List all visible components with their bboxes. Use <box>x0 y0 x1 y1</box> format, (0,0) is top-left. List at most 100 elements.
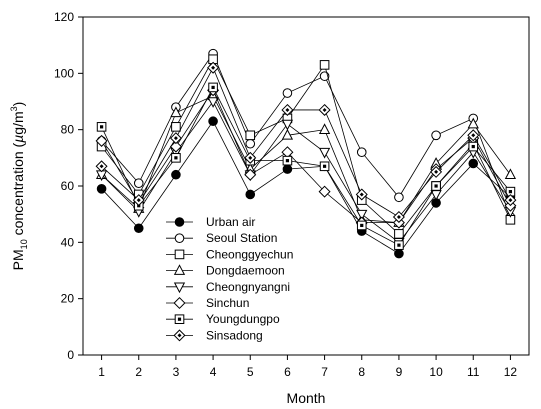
data-point <box>394 240 404 250</box>
legend-label: Urban air <box>206 215 255 229</box>
legend-item: Cheonggyechun <box>166 247 293 261</box>
data-point <box>170 106 182 118</box>
data-point <box>394 229 404 239</box>
data-point <box>504 194 517 207</box>
data-point <box>467 117 479 129</box>
series-sinsadong <box>95 61 517 223</box>
x-tick-label: 2 <box>135 365 142 379</box>
data-point <box>468 141 479 152</box>
legend-label: Cheongnyangni <box>206 280 290 294</box>
data-point <box>281 119 294 131</box>
data-point <box>208 116 218 127</box>
data-point <box>282 164 293 174</box>
data-point <box>133 178 144 188</box>
y-axis-title-prefix: PM <box>10 249 26 270</box>
series-line <box>101 52 511 218</box>
legend-marker <box>173 282 186 294</box>
series-line <box>101 95 511 224</box>
data-point <box>171 169 181 180</box>
x-tick-label: 12 <box>504 365 518 379</box>
data-point <box>318 147 331 159</box>
series-dongdaemoon <box>95 89 517 227</box>
data-point <box>281 128 294 140</box>
x-axis-title: Month <box>287 390 326 406</box>
legend-item: Sinsadong <box>166 328 263 342</box>
legend-marker <box>173 264 186 275</box>
legend-marker <box>174 217 185 227</box>
data-point <box>245 138 256 149</box>
data-point <box>356 220 367 231</box>
data-point <box>355 188 368 201</box>
x-tick-label: 9 <box>396 365 403 379</box>
legend-item: Urban air <box>166 215 255 229</box>
y-axis-title-unit-mu: µ <box>10 135 26 143</box>
series-cheongnyangni <box>95 97 517 249</box>
y-axis-title-close: ) <box>10 102 26 107</box>
y-axis-title-unit: g/m <box>10 111 26 134</box>
data-point <box>245 130 256 141</box>
data-point <box>281 103 294 116</box>
data-point <box>207 97 219 108</box>
legend-label: Cheonggyechun <box>206 247 293 261</box>
data-point <box>171 122 181 132</box>
legend-marker <box>174 314 185 324</box>
data-point <box>169 132 182 145</box>
data-point <box>244 151 257 164</box>
data-point <box>318 123 331 134</box>
data-point <box>208 82 218 93</box>
data-point <box>468 158 479 169</box>
data-point <box>282 88 293 98</box>
series-youngdungpo <box>96 82 516 250</box>
series-line <box>101 66 511 218</box>
data-point <box>431 181 441 191</box>
x-tick-label: 5 <box>247 365 254 379</box>
data-point <box>319 161 330 172</box>
series-line <box>101 100 511 243</box>
legend: Urban air Seoul Station Cheonggyechun Dongd… <box>166 215 293 342</box>
data-point <box>319 60 330 70</box>
data-point <box>244 168 257 181</box>
data-point <box>245 189 256 200</box>
data-point <box>95 134 108 147</box>
data-point <box>207 61 220 74</box>
x-tick-label: 8 <box>358 365 365 379</box>
y-axis-title-superscript: 3 <box>9 106 19 111</box>
legend-item: Sinchun <box>166 296 249 310</box>
y-tick-label: 120 <box>54 10 74 24</box>
y-tick-label: 80 <box>61 123 75 137</box>
data-point <box>431 130 441 141</box>
series-line <box>101 120 511 255</box>
data-point <box>96 184 107 194</box>
data-point <box>95 160 108 173</box>
data-point <box>169 140 182 153</box>
data-point <box>467 129 480 142</box>
legend-item: Dongdaemoon <box>166 264 285 278</box>
legend-marker <box>174 249 185 260</box>
legend-marker <box>173 329 186 342</box>
data-point <box>318 103 331 116</box>
x-tick-label: 11 <box>467 365 480 379</box>
y-tick-label: 100 <box>54 66 74 80</box>
data-point <box>171 153 181 163</box>
x-tick-label: 7 <box>321 365 328 379</box>
legend-marker <box>173 296 186 310</box>
legend-item: Seoul Station <box>166 231 277 245</box>
series-line <box>101 89 511 224</box>
data-point <box>96 122 107 132</box>
x-tick-label: 3 <box>173 365 180 379</box>
data-point <box>430 165 443 178</box>
legend-label: Sinchun <box>206 296 249 310</box>
x-tick-label: 4 <box>210 365 217 379</box>
data-point <box>133 223 144 234</box>
y-tick-label: 60 <box>61 179 75 193</box>
legend-label: Dongdaemoon <box>206 264 285 278</box>
y-axis-title-subscript: 10 <box>19 239 29 249</box>
data-point <box>504 168 517 180</box>
x-tick-label: 6 <box>284 365 291 379</box>
legend-label: Sinsadong <box>206 328 263 342</box>
x-tick-label: 1 <box>98 365 105 379</box>
y-axis-title: PM10 concentration (µg/m3) <box>9 102 29 271</box>
data-point <box>318 185 331 198</box>
y-axis-title-middle: concentration ( <box>10 142 26 239</box>
